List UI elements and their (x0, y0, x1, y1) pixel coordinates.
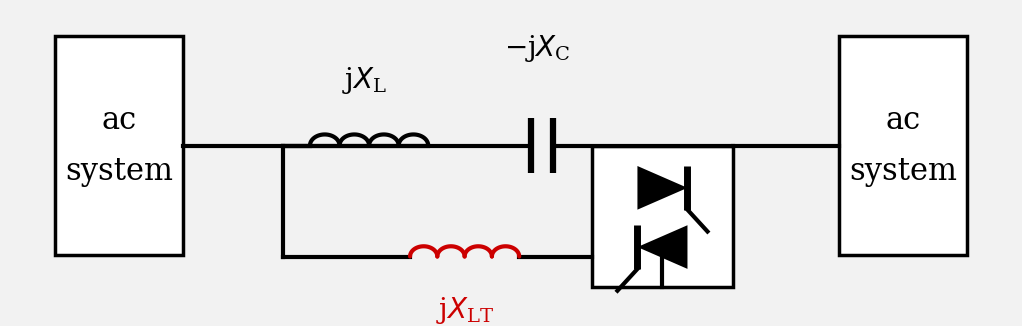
Bar (55, 37, 183, 255)
Text: j$X_\mathregular{LT}$: j$X_\mathregular{LT}$ (435, 295, 494, 326)
Text: ac: ac (101, 105, 137, 136)
Text: ac: ac (885, 105, 921, 136)
Polygon shape (638, 225, 688, 269)
Text: system: system (849, 156, 957, 186)
Polygon shape (638, 166, 688, 210)
Text: $-$j$X_\mathregular{C}$: $-$j$X_\mathregular{C}$ (504, 33, 570, 64)
Bar (839, 37, 967, 255)
Text: system: system (65, 156, 173, 186)
Bar (592, 145, 733, 287)
Text: j$X_\mathregular{L}$: j$X_\mathregular{L}$ (342, 65, 387, 96)
